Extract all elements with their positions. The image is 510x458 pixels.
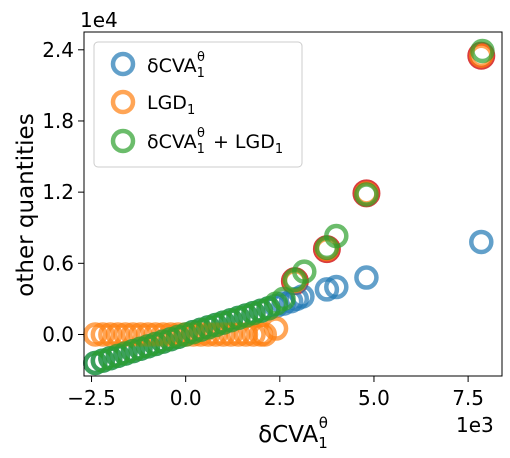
y-tick-label: 2.4: [42, 38, 74, 62]
legend-label-series-3: δCVA1θ + LGD1: [147, 126, 283, 157]
y-tick-label: 0.0: [42, 322, 74, 346]
y-tick-label: 0.6: [42, 251, 74, 275]
y-tick-label: 1.8: [42, 109, 74, 133]
y-axis-label: other quantities: [13, 113, 39, 296]
y-exponent-label: 1e4: [80, 8, 118, 32]
y-axis-ticks: 0.0 0.6 1.2 1.8 2.4: [42, 38, 84, 346]
plot-markers: [83, 38, 496, 376]
x-axis-ticks: −2.5 0.0 2.5 5.0 7.5: [67, 376, 484, 410]
x-tick-label: 5.0: [358, 386, 390, 410]
x-tick-label: 2.5: [264, 386, 296, 410]
data-point-series-1: [354, 265, 379, 290]
legend-marker-series-3: [110, 128, 136, 154]
x-tick-label: 7.5: [452, 386, 484, 410]
y-tick-label: 1.2: [42, 180, 74, 204]
legend-label-series-1: δCVA1θ: [147, 50, 205, 81]
data-point-series-3: [470, 38, 495, 64]
x-exponent-label: 1e3: [456, 413, 494, 437]
x-tick-label: −2.5: [67, 386, 116, 410]
data-point-series-3: [324, 223, 349, 249]
data-point-series-2: [98, 322, 123, 347]
data-point-series-2: [263, 316, 289, 341]
data-point-series-1: [324, 274, 349, 300]
data-point-series-3: [354, 182, 379, 207]
plot-frame: [83, 31, 503, 377]
legend-marker-series-2: [110, 89, 136, 115]
x-axis-label: δCVA1θ: [258, 414, 328, 452]
data-point-series-1: [469, 229, 494, 255]
legend-label-series-2: LGD1: [147, 92, 195, 118]
data-point-series-2: [83, 322, 108, 347]
legend: δCVA1θ LGD1 δCVA1θ + LGD1: [93, 41, 303, 168]
legend-box: [93, 41, 303, 168]
data-point-series-3: [271, 286, 296, 312]
legend-marker-series-1: [110, 51, 136, 77]
x-tick-label: 0.0: [170, 386, 202, 410]
data-point-series-2: [90, 322, 116, 347]
data-point-series-3: [292, 259, 317, 284]
